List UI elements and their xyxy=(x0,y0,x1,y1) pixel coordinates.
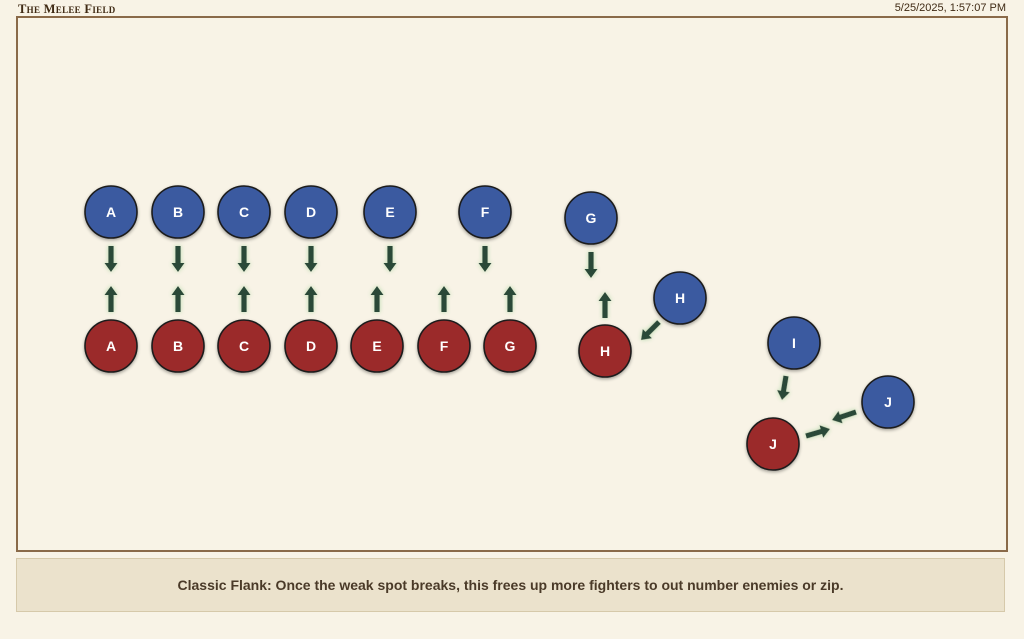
red-unit-d[interactable]: D xyxy=(284,319,338,373)
blue-unit-label: H xyxy=(675,290,685,306)
red-unit-label: J xyxy=(769,436,777,452)
blue-unit-j[interactable]: J xyxy=(861,375,915,429)
top-bar: The Melee Field 5/25/2025, 1:57:07 PM xyxy=(0,0,1024,16)
blue-unit-label: A xyxy=(106,204,116,220)
movement-arrow xyxy=(383,246,397,272)
red-unit-label: H xyxy=(600,343,610,359)
red-unit-e[interactable]: E xyxy=(350,319,404,373)
red-unit-h[interactable]: H xyxy=(578,324,632,378)
blue-unit-label: G xyxy=(586,210,597,226)
blue-unit-label: E xyxy=(385,204,394,220)
movement-arrow xyxy=(104,246,118,272)
blue-unit-a[interactable]: A xyxy=(84,185,138,239)
red-unit-label: G xyxy=(505,338,516,354)
blue-unit-f[interactable]: F xyxy=(458,185,512,239)
movement-arrow xyxy=(104,286,118,312)
red-unit-j[interactable]: J xyxy=(746,417,800,471)
timestamp: 5/25/2025, 1:57:07 PM xyxy=(894,2,1006,14)
red-unit-a[interactable]: A xyxy=(84,319,138,373)
blue-unit-b[interactable]: B xyxy=(151,185,205,239)
red-unit-g[interactable]: G xyxy=(483,319,537,373)
blue-unit-label: C xyxy=(239,204,249,220)
blue-unit-label: F xyxy=(481,204,490,220)
formation-caption: Classic Flank: Once the weak spot breaks… xyxy=(177,577,844,593)
movement-arrow xyxy=(832,409,857,424)
blue-unit-c[interactable]: C xyxy=(217,185,271,239)
blue-unit-d[interactable]: D xyxy=(284,185,338,239)
movement-arrow xyxy=(478,246,492,272)
red-unit-label: B xyxy=(173,338,183,354)
red-unit-label: D xyxy=(306,338,316,354)
blue-unit-label: B xyxy=(173,204,183,220)
blue-unit-e[interactable]: E xyxy=(363,185,417,239)
melee-field[interactable]: A B C D E F G H I J A B C D E F G H J xyxy=(16,16,1008,552)
red-unit-label: A xyxy=(106,338,116,354)
movement-arrow xyxy=(641,320,661,340)
movement-arrow xyxy=(171,246,185,272)
movement-arrow xyxy=(777,375,790,401)
movement-arrow xyxy=(584,252,598,278)
blue-unit-label: J xyxy=(884,394,892,410)
movement-arrow xyxy=(171,286,185,312)
movement-arrow xyxy=(304,246,318,272)
red-unit-c[interactable]: C xyxy=(217,319,271,373)
movement-arrow xyxy=(237,246,251,272)
movement-arrow xyxy=(370,286,384,312)
movement-arrow xyxy=(598,292,612,318)
red-unit-b[interactable]: B xyxy=(151,319,205,373)
movement-arrow xyxy=(503,286,517,312)
blue-unit-label: D xyxy=(306,204,316,220)
movement-arrow xyxy=(304,286,318,312)
red-unit-label: E xyxy=(372,338,381,354)
field-diagram: A B C D E F G H I J A B C D E F G H J xyxy=(84,185,915,471)
movement-arrow xyxy=(237,286,251,312)
caption-box: Classic Flank: Once the weak spot breaks… xyxy=(16,558,1005,612)
red-unit-label: C xyxy=(239,338,249,354)
app-title: The Melee Field xyxy=(18,2,116,16)
blue-unit-h[interactable]: H xyxy=(653,271,707,325)
movement-arrow xyxy=(437,286,451,312)
red-unit-f[interactable]: F xyxy=(417,319,471,373)
red-unit-label: F xyxy=(440,338,449,354)
blue-unit-i[interactable]: I xyxy=(767,316,821,370)
blue-unit-g[interactable]: G xyxy=(564,191,618,245)
blue-unit-label: I xyxy=(792,335,796,351)
movement-arrow xyxy=(805,425,831,439)
